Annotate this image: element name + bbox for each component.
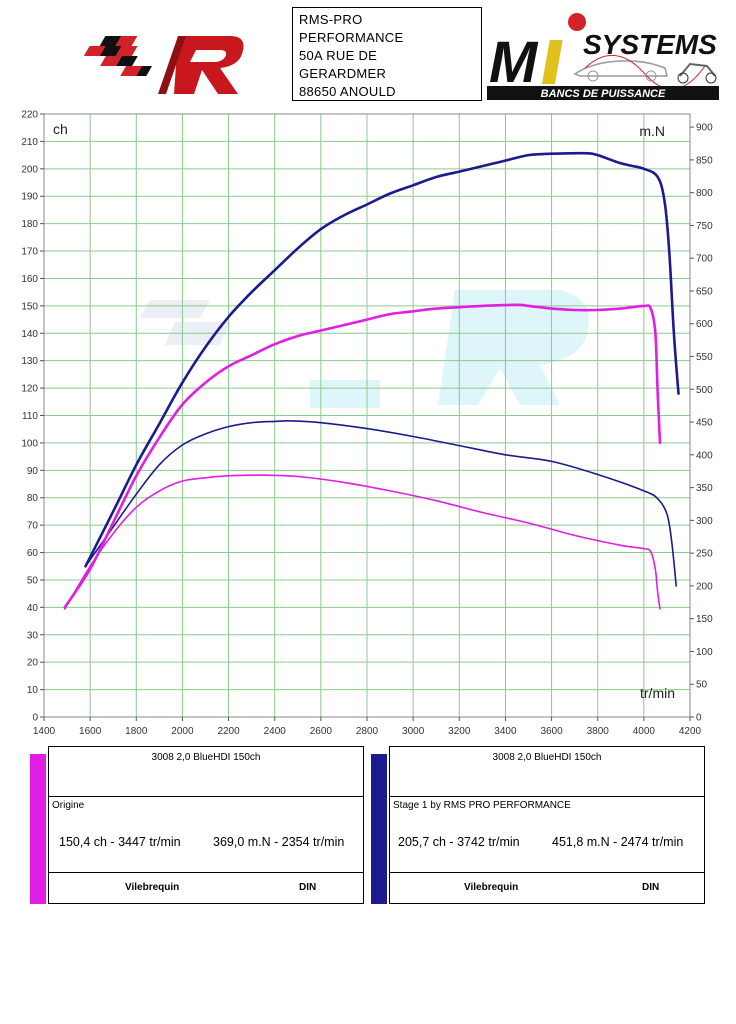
power-result: 150,4 ch - 3447 tr/min <box>59 835 181 849</box>
x-tick-label: 4200 <box>679 726 702 737</box>
left-tick-label: 180 <box>21 219 38 230</box>
result-box: 3008 2,0 BlueHDI 150ch Stage 1 by RMS PR… <box>389 746 705 904</box>
right-tick-label: 0 <box>696 713 702 724</box>
mi-systems-logo-icon: M SYSTEMS BANCS DE PUISSANCE <box>485 10 721 102</box>
logo-subtitle: BANCS DE PUISSANCE <box>541 88 666 100</box>
x-tick-label: 1400 <box>33 726 56 737</box>
right-tick-label: 150 <box>696 614 713 625</box>
reference-label: Vilebrequin <box>464 882 519 893</box>
left-tick-label: 60 <box>27 548 39 559</box>
left-tick-label: 10 <box>27 685 39 696</box>
result-footer: Vilebrequin DIN <box>390 873 704 905</box>
result-footer: Vilebrequin DIN <box>49 873 363 905</box>
left-tick-label: 40 <box>27 603 39 614</box>
rms-logo-icon <box>70 28 250 100</box>
right-tick-label: 750 <box>696 221 713 232</box>
power-result: 205,7 ch - 3742 tr/min <box>398 835 520 849</box>
dyno-chart: 0 10 20 30 40 50 60 70 80 90 100 110 120 130 140 150 160… <box>21 110 713 738</box>
left-tick-label: 160 <box>21 274 38 285</box>
left-tick-label: 210 <box>21 137 38 148</box>
x-tick-label: 2400 <box>264 726 287 737</box>
right-tick-label: 450 <box>696 418 713 429</box>
left-tick-label: 50 <box>27 575 39 586</box>
x-tick-label: 2000 <box>171 726 194 737</box>
x-axis-label: tr/min <box>640 685 675 701</box>
x-tick-label: 1600 <box>79 726 102 737</box>
left-tick-label: 150 <box>21 301 38 312</box>
x-tick-label: 2600 <box>310 726 333 737</box>
series-color-bar <box>30 754 46 904</box>
y-right-axis-label: m.N <box>639 123 665 139</box>
right-tick-label: 850 <box>696 155 713 166</box>
left-tick-label: 110 <box>22 411 38 422</box>
address-line: GERARDMER <box>299 66 387 81</box>
watermark-stripes <box>140 300 230 345</box>
left-tick-label: 20 <box>27 658 39 669</box>
run-name: Origine <box>52 800 85 811</box>
left-tick-label: 220 <box>21 110 38 121</box>
right-tick-label: 900 <box>696 123 713 134</box>
x-tick-label: 1800 <box>125 726 148 737</box>
torque-result: 451,8 m.N - 2474 tr/min <box>552 835 684 849</box>
torque-result: 369,0 m.N - 2354 tr/min <box>213 835 345 849</box>
left-tick-label: 140 <box>21 329 38 340</box>
left-tick-label: 190 <box>21 192 38 203</box>
x-tick-label: 4000 <box>633 726 656 737</box>
reference-label: Vilebrequin <box>125 882 180 893</box>
x-tick-label: 3600 <box>540 726 563 737</box>
address-line: 50A RUE DE <box>299 48 378 63</box>
right-tick-label: 200 <box>696 581 713 592</box>
result-box: 3008 2,0 BlueHDI 150ch Origine 150,4 ch … <box>48 746 364 904</box>
right-tick-label: 800 <box>696 188 713 199</box>
y-left-axis-label: ch <box>53 121 68 137</box>
left-tick-label: 90 <box>27 466 39 477</box>
right-tick-label: 600 <box>696 319 713 330</box>
result-details: Origine 150,4 ch - 3447 tr/min 369,0 m.N… <box>49 797 363 873</box>
x-tick-label: 3800 <box>587 726 610 737</box>
address-line: 88650 ANOULD <box>299 84 396 99</box>
torque-curve-origine <box>64 474 661 610</box>
left-tick-label: 120 <box>21 384 38 395</box>
torque-curve-stage1 <box>84 420 677 587</box>
right-tick-label: 300 <box>696 516 713 527</box>
x-tick-label: 2200 <box>217 726 240 737</box>
run-name: Stage 1 by RMS PRO PERFORMANCE <box>393 800 571 811</box>
result-details: Stage 1 by RMS PRO PERFORMANCE 205,7 ch … <box>390 797 704 873</box>
left-tick-label: 30 <box>27 630 39 641</box>
right-tick-label: 550 <box>696 352 713 363</box>
norm-label: DIN <box>642 882 660 893</box>
left-tick-label: 100 <box>21 438 38 449</box>
x-tick-label: 3200 <box>448 726 471 737</box>
address-box: RMS-PRO PERFORMANCE 50A RUE DE GERARDMER… <box>292 7 482 101</box>
left-tick-label: 80 <box>27 493 39 504</box>
x-tick-label: 3000 <box>402 726 425 737</box>
watermark-block <box>310 380 380 408</box>
logo-systems-text: SYSTEMS <box>583 29 717 60</box>
right-tick-label: 400 <box>696 450 713 461</box>
power-curve-origine <box>63 303 662 609</box>
right-tick-label: 100 <box>696 647 713 658</box>
x-tick-label: 2800 <box>356 726 379 737</box>
right-tick-label: 500 <box>696 385 713 396</box>
vehicle-name: 3008 2,0 BlueHDI 150ch <box>390 747 704 797</box>
right-tick-label: 250 <box>696 549 713 560</box>
left-tick-label: 170 <box>21 247 38 258</box>
norm-label: DIN <box>299 882 317 893</box>
x-tick-label: 3400 <box>494 726 517 737</box>
vehicle-name: 3008 2,0 BlueHDI 150ch <box>49 747 363 797</box>
left-tick-label: 70 <box>27 521 39 532</box>
left-tick-label: 0 <box>32 713 38 724</box>
right-tick-label: 350 <box>696 483 713 494</box>
address-line: PERFORMANCE <box>299 30 404 45</box>
series-color-bar <box>371 754 387 904</box>
power-curve-stage1 <box>84 151 680 568</box>
left-tick-label: 200 <box>21 164 38 175</box>
left-tick-label: 130 <box>21 356 38 367</box>
right-tick-label: 650 <box>696 286 713 297</box>
right-tick-label: 700 <box>696 254 713 265</box>
right-tick-label: 50 <box>696 680 708 691</box>
address-line: RMS-PRO <box>299 12 363 27</box>
svg-text:M: M <box>489 30 539 95</box>
